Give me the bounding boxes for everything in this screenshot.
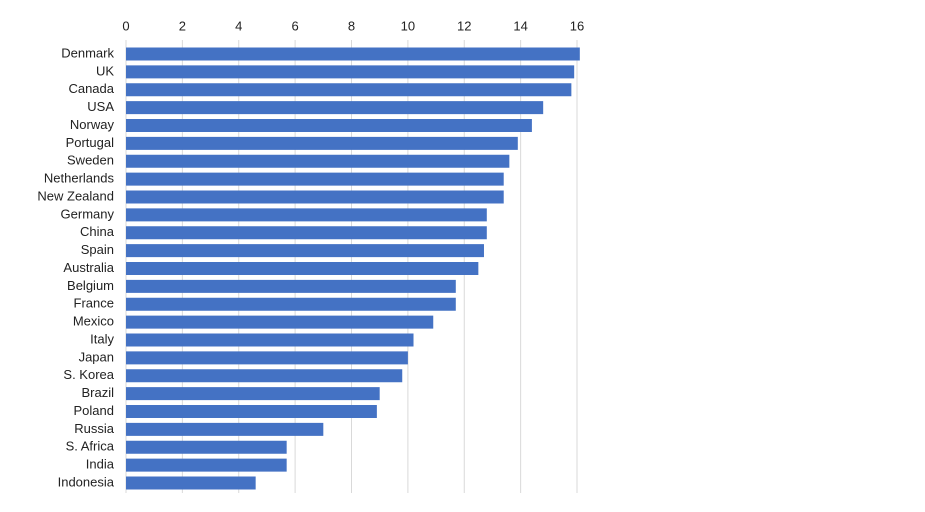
y-tick-label: Russia <box>74 421 115 436</box>
bar <box>126 315 434 329</box>
y-tick-label: S. Africa <box>66 439 115 454</box>
bar <box>126 47 580 61</box>
bar <box>126 351 408 365</box>
bar <box>126 154 510 168</box>
bar <box>126 172 504 186</box>
bar <box>126 369 403 383</box>
bar <box>126 440 287 454</box>
y-tick-label: UK <box>96 63 114 78</box>
bar <box>126 83 572 97</box>
bar <box>126 208 487 222</box>
bar <box>126 136 518 150</box>
y-tick-label: S. Korea <box>63 367 114 382</box>
y-tick-label: Poland <box>74 403 114 418</box>
bar <box>126 262 479 275</box>
bar <box>126 297 456 311</box>
y-tick-label: China <box>80 224 115 239</box>
y-tick-label: Spain <box>81 242 114 257</box>
y-tick-label: Portugal <box>66 135 115 150</box>
y-tick-label: USA <box>87 99 114 114</box>
y-tick-label: Netherlands <box>44 171 115 186</box>
y-tick-label: Sweden <box>67 153 114 168</box>
y-tick-label: Belgium <box>67 278 114 293</box>
y-tick-label: India <box>86 457 115 472</box>
x-tick-label: 2 <box>179 18 186 33</box>
x-tick-label: 12 <box>457 18 471 33</box>
bar <box>126 65 575 79</box>
y-tick-label: Japan <box>79 349 114 364</box>
bar <box>126 405 377 418</box>
bar <box>126 226 487 240</box>
bar <box>126 190 504 204</box>
bar <box>126 387 380 401</box>
x-tick-label: 4 <box>235 18 242 33</box>
y-tick-label: Italy <box>90 331 114 346</box>
x-tick-label: 16 <box>570 18 584 33</box>
y-tick-label: Indonesia <box>58 474 115 489</box>
y-tick-label: Germany <box>61 206 115 221</box>
bar <box>126 458 287 472</box>
bar <box>126 279 456 293</box>
x-tick-label: 14 <box>513 18 527 33</box>
x-tick-label: 8 <box>348 18 355 33</box>
bar <box>126 244 484 258</box>
y-tick-label: France <box>74 296 114 311</box>
y-tick-label: Canada <box>68 81 114 96</box>
y-tick-label: Denmark <box>61 45 114 60</box>
x-tick-label: 10 <box>401 18 415 33</box>
y-tick-label: Australia <box>63 260 114 275</box>
x-tick-label: 6 <box>292 18 299 33</box>
y-tick-label: New Zealand <box>37 188 114 203</box>
y-tick-label: Mexico <box>73 314 114 329</box>
bar <box>126 333 414 347</box>
y-tick-label: Norway <box>70 117 115 132</box>
bar <box>126 119 532 132</box>
bar <box>126 101 544 115</box>
bar <box>126 422 324 436</box>
y-tick-label: Brazil <box>81 385 114 400</box>
x-tick-label: 0 <box>122 18 129 33</box>
bar <box>126 476 256 490</box>
